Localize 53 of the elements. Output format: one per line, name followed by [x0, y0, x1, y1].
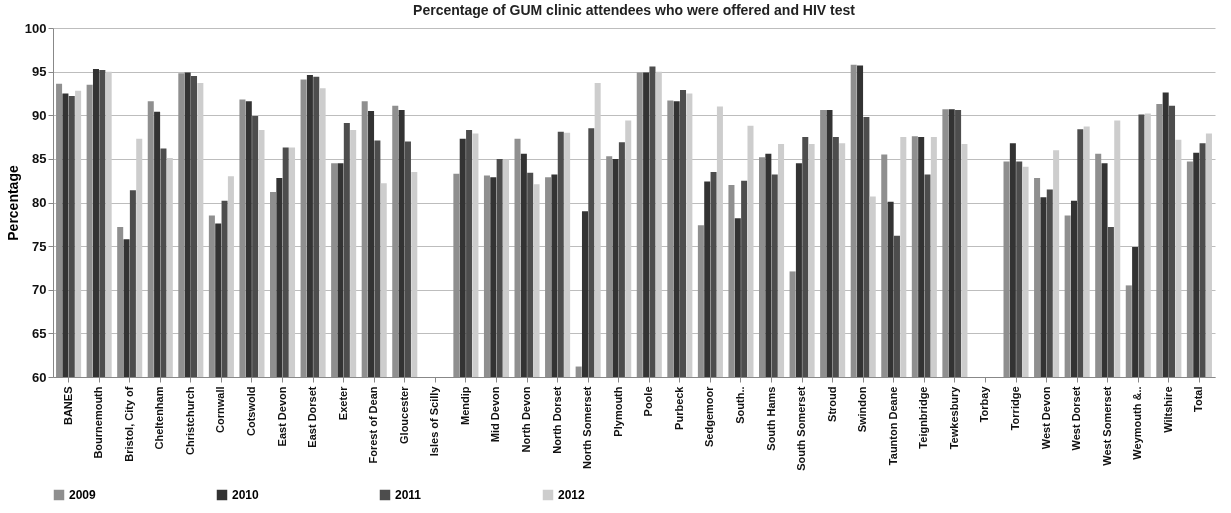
- legend-label: 2009: [69, 488, 97, 502]
- x-tick-label: North Dorset: [550, 386, 563, 454]
- x-tick-label: West Devon: [1039, 386, 1052, 450]
- x-tick-label: Mendip: [458, 386, 471, 425]
- x-tick-label: Total: [1192, 386, 1205, 412]
- legend-label: 2011: [395, 488, 422, 502]
- x-tick-label: Cheltenham: [153, 386, 166, 450]
- legend-label: 2012: [558, 488, 586, 502]
- x-tick-label: BANES: [61, 386, 74, 426]
- x-tick-label: Mid Devon: [489, 386, 502, 443]
- x-tick-label: West Dorset: [1070, 386, 1083, 451]
- legend-label: 2010: [232, 488, 260, 502]
- x-tick-label: Gloucester: [397, 385, 410, 444]
- x-tick-label: North Somerset: [581, 386, 594, 470]
- y-tick-label: 95: [32, 64, 47, 80]
- x-tick-label: Torridge: [1009, 386, 1022, 431]
- x-tick-label: Exeter: [336, 385, 349, 421]
- y-tick-label: 65: [32, 325, 47, 341]
- x-tick-label: Cotswold: [244, 386, 257, 436]
- y-tick-label: 75: [32, 238, 47, 254]
- x-tick-label: Swindon: [856, 386, 869, 433]
- x-tick-label: Purbeck: [672, 385, 685, 430]
- x-tick-label: Bristol, City of: [122, 386, 135, 462]
- x-tick-label: Teignbridge: [917, 386, 930, 449]
- x-tick-label: Weymouth &..: [1131, 386, 1144, 460]
- x-tick-label: Forest of Dean: [367, 386, 380, 464]
- x-tick-label: Plymouth: [611, 386, 624, 437]
- x-tick-label: Poole: [642, 386, 655, 417]
- x-tick-label: West Somerset: [1100, 386, 1113, 466]
- x-tick-label: East Devon: [275, 386, 288, 447]
- y-tick-label: 100: [24, 20, 47, 36]
- chart-title: Percentage of GUM clinic attendees who were offered and HIV test: [413, 2, 856, 18]
- x-tick-label: Stroud: [825, 386, 838, 422]
- x-tick-label: Sedgemoor: [703, 385, 716, 448]
- x-tick-label: South Hams: [764, 386, 777, 451]
- y-tick-label: 90: [32, 107, 47, 123]
- x-tick-label: Taunton Deane: [886, 386, 899, 466]
- x-tick-label: Cornwall: [214, 386, 227, 433]
- x-tick-label: South Somerset: [795, 386, 808, 471]
- y-tick-label: 60: [32, 369, 47, 385]
- x-tick-label: Tewkesbury: [947, 385, 960, 450]
- x-tick-label: South..: [733, 386, 746, 424]
- x-tick-label: Wiltshire: [1161, 386, 1174, 433]
- x-tick-label: North Devon: [520, 386, 533, 453]
- x-tick-label: Christchurch: [183, 386, 196, 455]
- x-tick-label: Torbay: [978, 385, 991, 423]
- y-tick-label: 85: [32, 151, 47, 167]
- x-tick-label: East Dorset: [306, 386, 319, 448]
- y-tick-label: 80: [32, 195, 47, 210]
- x-tick-label: Bournemouth: [92, 386, 105, 459]
- x-tick-label: Isles of Scilly: [428, 385, 441, 457]
- y-axis-title: Percentage: [4, 165, 21, 241]
- y-tick-label: 70: [32, 282, 47, 298]
